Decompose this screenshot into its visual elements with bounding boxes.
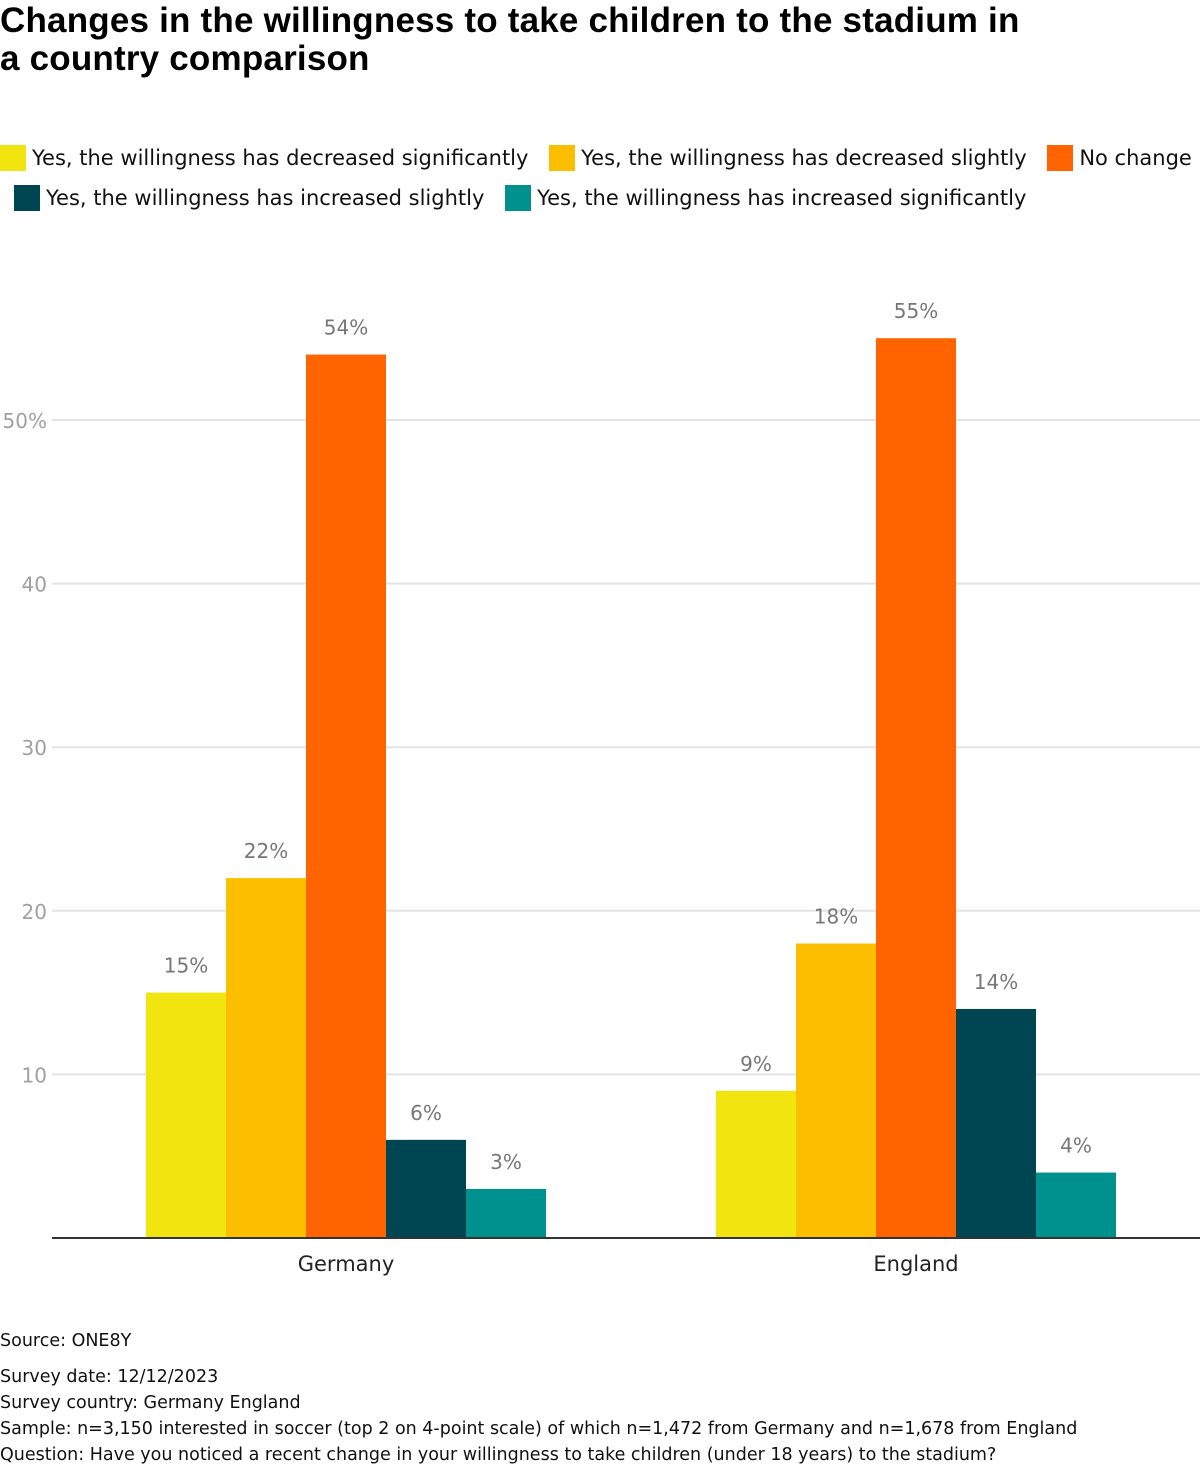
legend-swatch xyxy=(1047,145,1074,171)
bar[interactable] xyxy=(716,1090,796,1238)
bar[interactable] xyxy=(386,1139,466,1238)
x-tick-label: Germany xyxy=(298,1252,395,1276)
legend-label: Yes, the willingness has increased signi… xyxy=(537,186,1027,210)
legend-item-decreased-slightly[interactable]: Yes, the willingness has decreased sligh… xyxy=(549,145,1027,171)
bar[interactable] xyxy=(796,943,876,1238)
source-note: Source: ONE8Y xyxy=(0,1331,132,1351)
question-note: Question: Have you noticed a recent chan… xyxy=(0,1445,997,1465)
bar[interactable] xyxy=(1036,1172,1116,1238)
chart-title-line-1: Changes in the willingness to take child… xyxy=(0,1,1020,40)
legend-item-decreased-significantly[interactable]: Yes, the willingness has decreased signi… xyxy=(0,145,529,171)
bar-value-label: 18% xyxy=(814,905,858,929)
y-tick-label: 30 xyxy=(22,736,47,760)
bar-value-label: 55% xyxy=(894,299,938,323)
bar-chart: 10 20 30 40 50% 15% 9% 22% 18% 54% 55% 6% 14% 3% 4% G… xyxy=(3,299,1200,1276)
bar-value-label: 15% xyxy=(164,954,208,978)
bar[interactable] xyxy=(146,992,226,1238)
bar-value-label: 14% xyxy=(974,970,1018,994)
bar-value-label: 4% xyxy=(1060,1134,1092,1158)
legend-label: Yes, the willingness has increased sligh… xyxy=(46,186,485,210)
bar[interactable] xyxy=(306,354,386,1238)
bar[interactable] xyxy=(876,338,956,1238)
legend-label: No change xyxy=(1079,146,1192,170)
x-axis-ticks: Germany England xyxy=(298,1252,959,1276)
survey-date: Survey date: 12/12/2023 xyxy=(0,1367,219,1387)
y-tick-label: 20 xyxy=(22,900,47,924)
data-labels: 15% 9% 22% 18% 54% 55% 6% 14% 3% 4% xyxy=(164,299,1092,1174)
y-tick-label: 10 xyxy=(22,1063,47,1087)
bar-value-label: 3% xyxy=(490,1150,522,1174)
sample-note: Sample: n=3,150 interested in soccer (to… xyxy=(0,1419,1078,1439)
legend-item-increased-significantly[interactable]: Yes, the willingness has increased signi… xyxy=(505,185,1027,211)
y-tick-label: 50% xyxy=(3,409,47,433)
bar-value-label: 9% xyxy=(740,1052,772,1076)
bar-value-label: 54% xyxy=(324,316,368,340)
legend-item-no-change[interactable]: No change xyxy=(1047,145,1192,171)
bar[interactable] xyxy=(956,1008,1036,1238)
legend: Yes, the willingness has decreased signi… xyxy=(0,138,1200,218)
bar[interactable] xyxy=(226,878,306,1238)
bar-value-label: 6% xyxy=(410,1101,442,1125)
bars xyxy=(146,338,1116,1238)
chart-title: Changes in the willingness to take child… xyxy=(0,2,1195,78)
footer: Source: ONE8Y Survey date: 12/12/2023 Su… xyxy=(0,1328,1077,1468)
gridlines xyxy=(52,419,1200,1076)
legend-swatch xyxy=(505,185,532,211)
chart-title-line-2: a country comparison xyxy=(0,39,370,78)
bar-value-label: 22% xyxy=(244,839,288,863)
legend-label: Yes, the willingness has decreased signi… xyxy=(32,146,529,170)
legend-label: Yes, the willingness has decreased sligh… xyxy=(581,146,1027,170)
bar[interactable] xyxy=(466,1188,546,1238)
y-tick-label: 40 xyxy=(22,573,47,597)
legend-swatch xyxy=(0,145,26,171)
legend-swatch xyxy=(549,145,576,171)
x-tick-label: England xyxy=(873,1252,958,1276)
legend-item-increased-slightly[interactable]: Yes, the willingness has increased sligh… xyxy=(14,185,485,211)
legend-swatch xyxy=(14,185,40,211)
y-axis-ticks: 10 20 30 40 50% xyxy=(3,409,47,1087)
survey-country: Survey country: Germany England xyxy=(0,1393,301,1413)
